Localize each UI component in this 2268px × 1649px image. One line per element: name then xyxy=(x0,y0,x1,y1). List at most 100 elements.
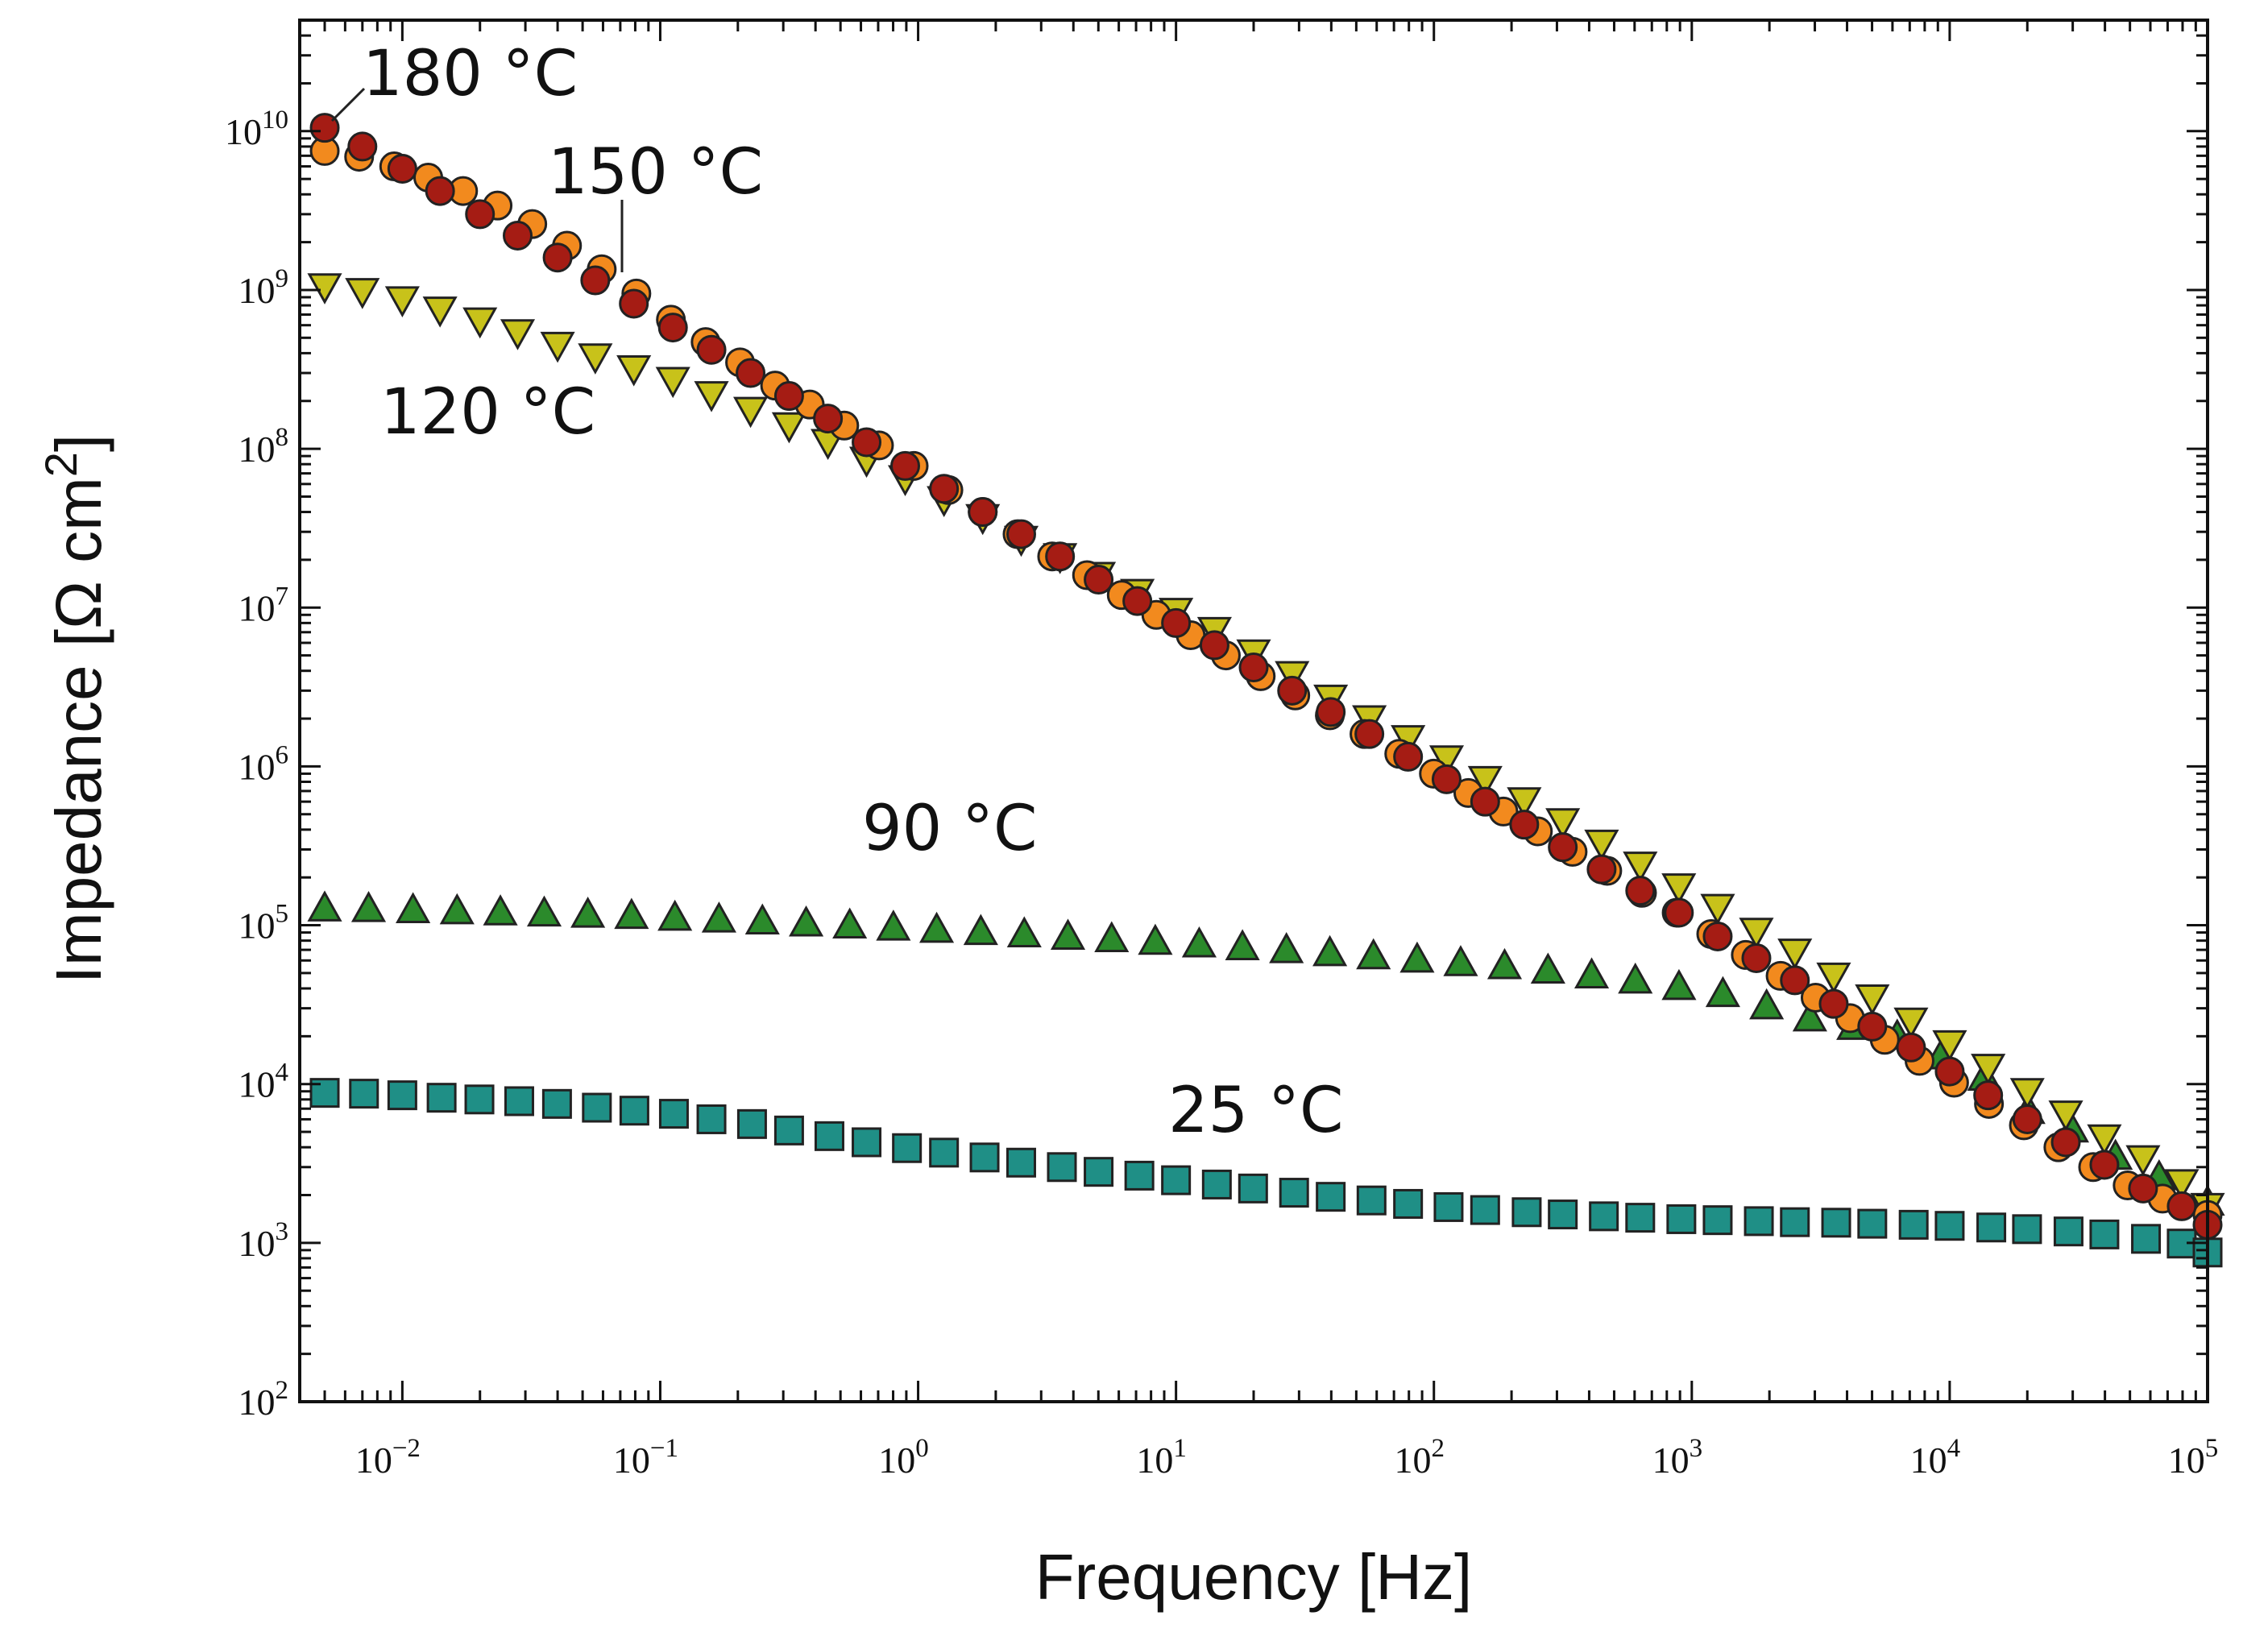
x-tick-exponent: 0 xyxy=(915,1434,929,1463)
data-point-90c xyxy=(1443,945,1478,976)
data-point-25c xyxy=(814,1121,844,1151)
y-tick-exponent: 9 xyxy=(276,264,289,293)
data-point-90c xyxy=(1618,962,1653,994)
x-tick-label: 102 xyxy=(1394,1434,1445,1481)
data-point-25c xyxy=(1047,1152,1077,1183)
data-point-25c xyxy=(1934,1211,1965,1241)
data-point-25c xyxy=(1511,1197,1542,1228)
data-point-180c xyxy=(347,131,378,162)
y-tick-base: 10 xyxy=(238,905,276,947)
data-point-180c xyxy=(929,474,960,504)
data-point-180c xyxy=(1005,519,1036,549)
data-point-90c xyxy=(1006,916,1042,947)
data-point-180c xyxy=(2050,1127,2081,1158)
data-point-25c xyxy=(426,1083,457,1113)
data-point-120c xyxy=(694,381,729,412)
data-point-120c xyxy=(1739,918,1774,949)
data-point-180c xyxy=(1238,653,1269,683)
data-point-25c xyxy=(1279,1178,1309,1208)
data-point-120c xyxy=(2164,1169,2200,1200)
y-tick-base: 10 xyxy=(238,1382,276,1423)
data-point-90c xyxy=(919,911,955,943)
data-point-120c xyxy=(1777,938,1813,970)
data-point-90c xyxy=(1050,918,1086,950)
x-tick-exponent: 3 xyxy=(1690,1434,1703,1463)
data-point-90c xyxy=(1574,957,1610,989)
data-point-25c xyxy=(1238,1173,1268,1204)
data-point-180c xyxy=(1045,541,1076,572)
data-point-180c xyxy=(1393,741,1424,772)
data-point-120c xyxy=(655,367,690,399)
data-point-90c xyxy=(570,897,606,928)
data-point-90c xyxy=(1138,923,1173,955)
data-point-180c xyxy=(1741,943,1772,973)
y-tick-exponent: 10 xyxy=(262,106,288,135)
x-tick-label: 103 xyxy=(1652,1434,1703,1481)
y-axis-title-sup: 2 xyxy=(35,452,86,477)
data-point-180c xyxy=(852,427,882,458)
x-tick-base: 10 xyxy=(613,1440,650,1481)
data-point-120c xyxy=(771,412,806,444)
data-point-120c xyxy=(1661,873,1697,905)
data-point-25c xyxy=(464,1084,495,1115)
x-tick-base: 10 xyxy=(2168,1440,2205,1481)
data-point-90c xyxy=(1181,926,1217,958)
data-point-90c xyxy=(1486,947,1523,980)
data-point-90c xyxy=(1792,1000,1827,1032)
data-point-90c xyxy=(744,903,780,935)
data-point-180c xyxy=(1316,697,1346,727)
data-point-180c xyxy=(580,265,611,296)
annotation-25c: 25 °C xyxy=(1168,1075,1344,1147)
x-tick-label: 100 xyxy=(878,1434,929,1481)
data-point-25c xyxy=(1625,1203,1656,1233)
leader-line-180c xyxy=(330,87,366,122)
data-point-25c xyxy=(582,1092,612,1123)
data-point-25c xyxy=(773,1115,804,1146)
y-tick-base: 10 xyxy=(238,1064,276,1105)
data-point-25c xyxy=(736,1108,767,1139)
data-point-25c xyxy=(696,1104,727,1134)
x-tick-exponent: 2 xyxy=(1431,1434,1445,1463)
data-point-180c xyxy=(657,313,688,343)
data-point-180c xyxy=(619,288,649,319)
annotation-150c: 150 °C xyxy=(548,136,763,209)
data-point-25c xyxy=(1743,1206,1774,1237)
data-point-25c xyxy=(619,1096,649,1126)
y-tick-exponent: 2 xyxy=(276,1376,289,1405)
x-tick-base: 10 xyxy=(1394,1440,1431,1481)
data-point-180c xyxy=(1548,832,1578,863)
y-tick-label: 103 xyxy=(238,1217,289,1264)
data-point-25c xyxy=(1161,1165,1192,1195)
data-point-25c xyxy=(1548,1199,1578,1230)
axis-ticks xyxy=(298,19,2209,1403)
data-point-90c xyxy=(657,899,693,931)
y-tick-exponent: 5 xyxy=(276,900,289,929)
x-tick-base: 10 xyxy=(878,1440,915,1481)
x-tick-exponent: −1 xyxy=(650,1434,678,1463)
data-point-180c xyxy=(1818,988,1849,1019)
data-point-120c xyxy=(384,286,420,317)
data-point-25c xyxy=(349,1079,379,1109)
data-point-180c xyxy=(1586,854,1617,885)
data-point-25c xyxy=(1084,1157,1114,1187)
data-point-25c xyxy=(1201,1169,1232,1199)
data-point-120c xyxy=(1893,1007,1929,1039)
annotation-180c: 180 °C xyxy=(363,38,578,110)
data-point-120c xyxy=(616,355,652,387)
y-tick-base: 10 xyxy=(238,1223,276,1264)
data-point-25c xyxy=(1857,1208,1888,1239)
data-point-90c xyxy=(1312,934,1348,967)
data-point-25c xyxy=(1821,1208,1851,1238)
x-axis-title: Frequency [Hz] xyxy=(1035,1541,1472,1613)
data-point-90c xyxy=(307,890,342,922)
data-point-180c xyxy=(2166,1191,2197,1221)
data-point-90c xyxy=(832,907,868,939)
data-point-25c xyxy=(1005,1147,1036,1178)
data-point-180c xyxy=(503,220,533,251)
x-tick-exponent: 1 xyxy=(1173,1434,1187,1463)
data-point-120c xyxy=(422,296,458,328)
data-point-180c xyxy=(1896,1032,1926,1063)
data-point-180c xyxy=(696,334,727,365)
